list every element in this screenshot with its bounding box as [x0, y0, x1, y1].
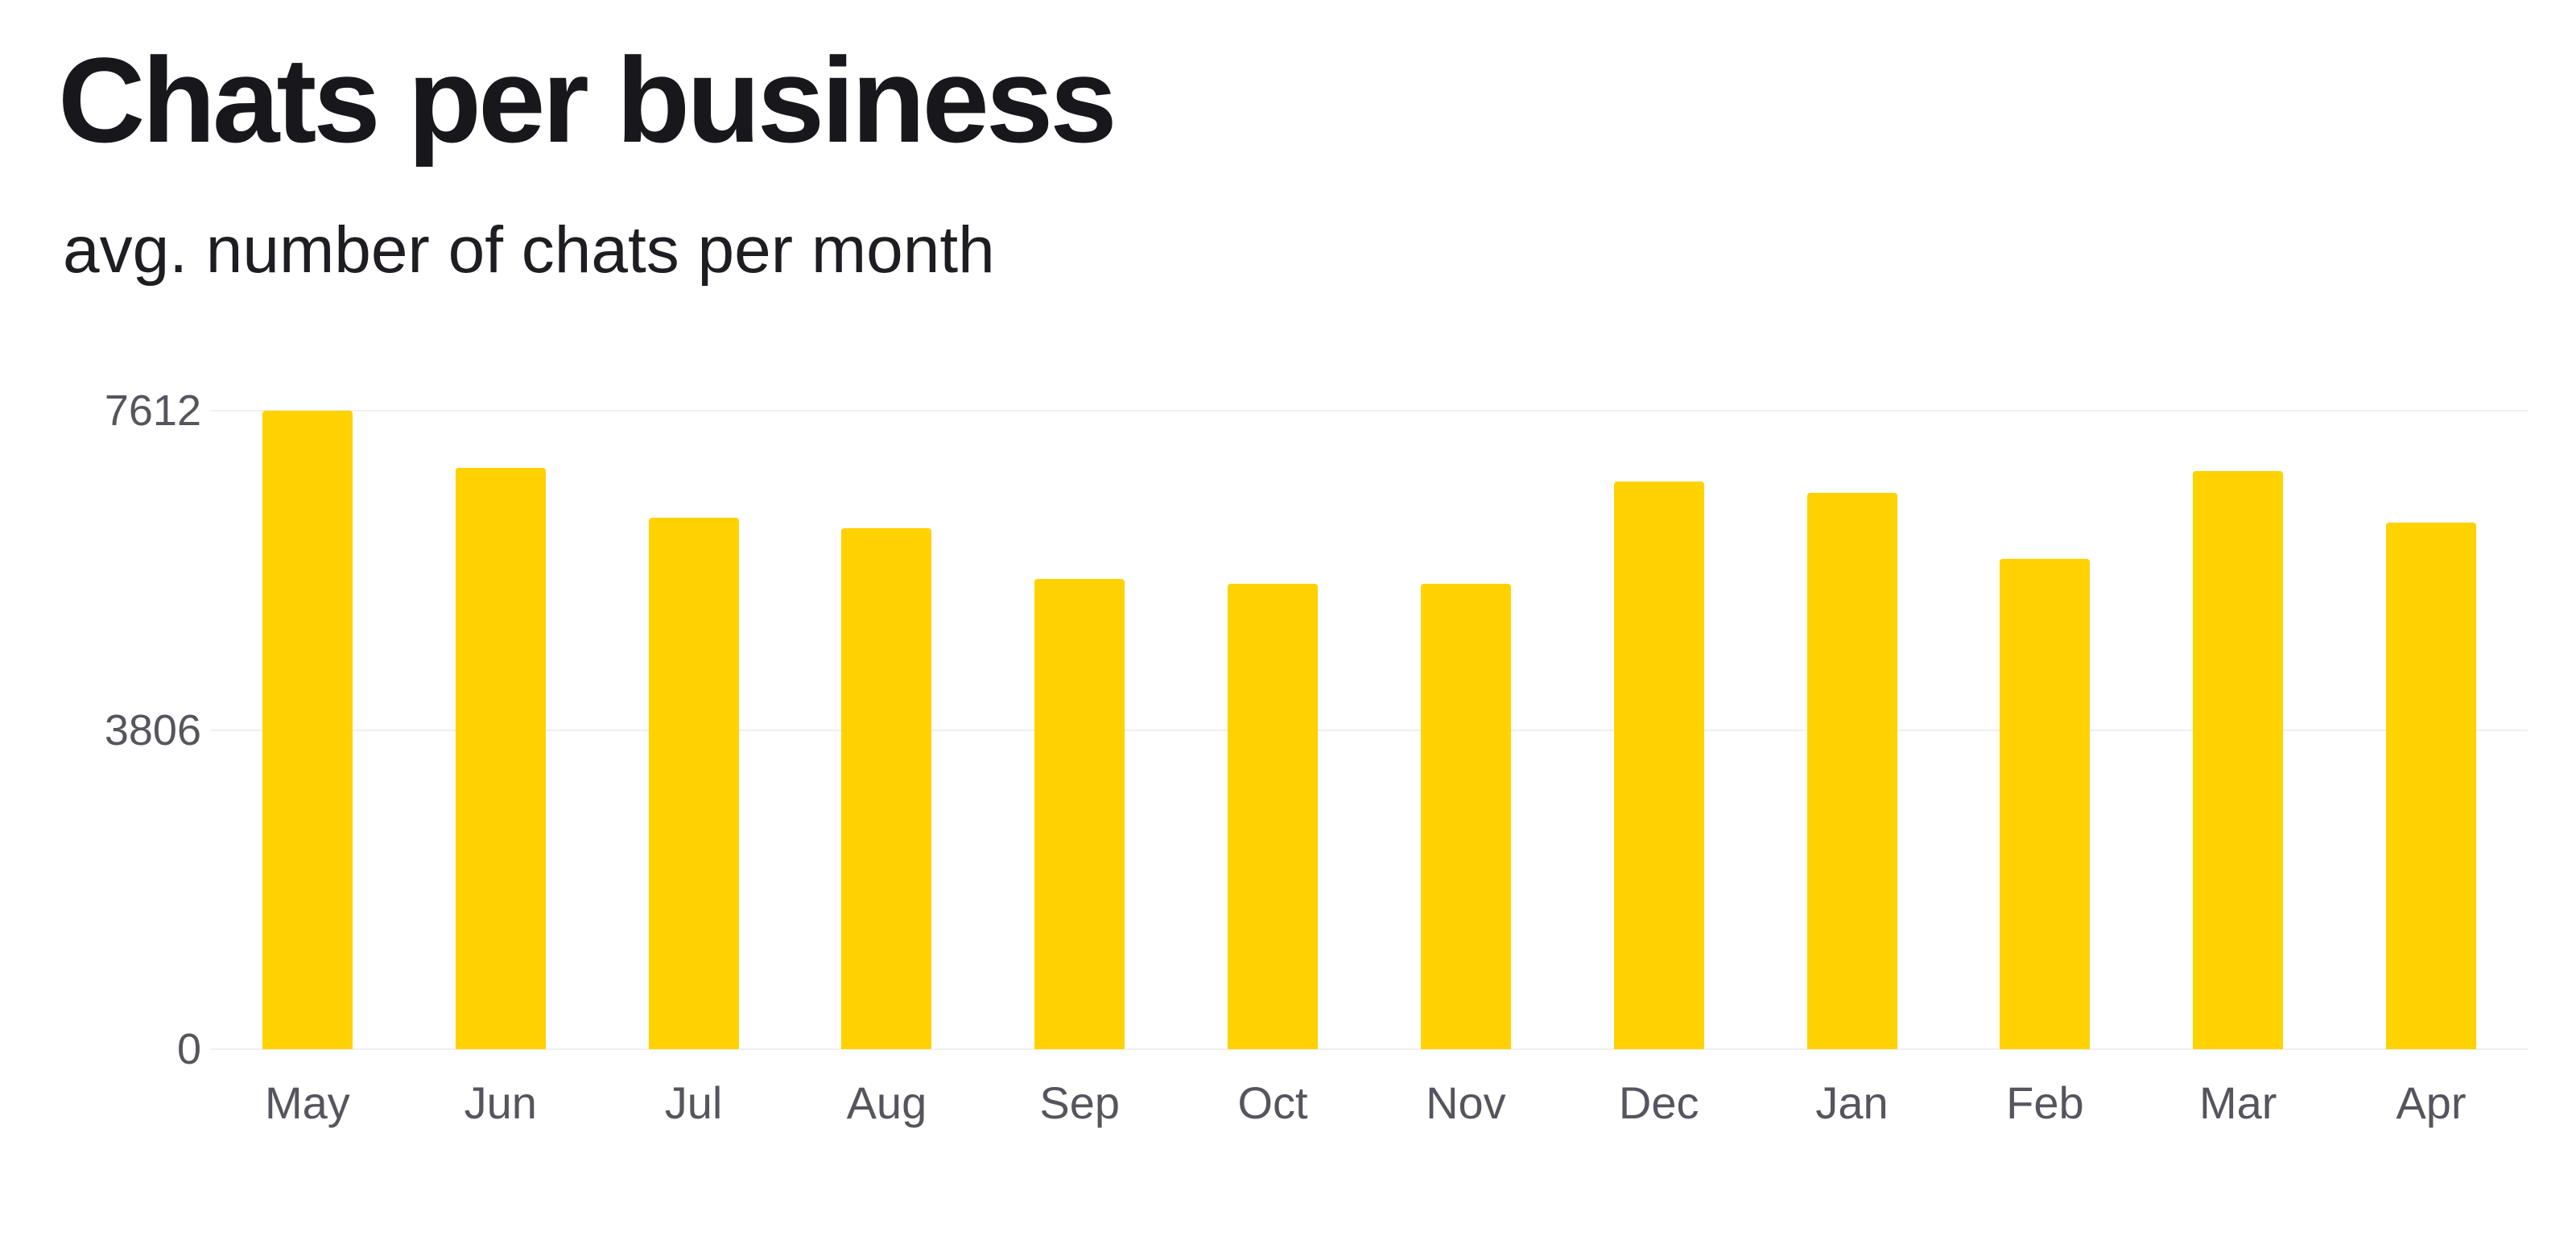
bar-column-jan — [1756, 411, 1949, 1049]
bar-dec — [1613, 481, 1704, 1049]
bar-column-aug — [790, 411, 983, 1049]
bar-jan — [1806, 493, 1897, 1049]
bar-jul — [648, 517, 739, 1049]
bar-column-feb — [1948, 411, 2141, 1049]
bar-column-nov — [1369, 411, 1563, 1049]
x-axis-label-dec: Dec — [1618, 1077, 1699, 1128]
x-axis-label-apr: Apr — [2396, 1077, 2467, 1128]
bar-column-mar — [2141, 411, 2334, 1049]
x-axis-label-jul: Jul — [664, 1077, 723, 1128]
gridline — [211, 1048, 2528, 1050]
bar-sep — [1034, 578, 1125, 1049]
bar-column-sep — [983, 411, 1176, 1049]
x-axis-label-jan: Jan — [1815, 1077, 1889, 1128]
bar-may — [262, 411, 353, 1049]
bar-feb — [2000, 558, 2091, 1049]
y-axis-tick-label: 7612 — [104, 386, 201, 435]
x-axis-label-nov: Nov — [1426, 1077, 1506, 1128]
y-axis-tick-label: 0 — [176, 1025, 201, 1073]
bar-jun — [455, 468, 546, 1049]
x-axis-label-aug: Aug — [846, 1077, 927, 1128]
x-axis-label-feb: Feb — [2006, 1077, 2084, 1128]
x-axis-label-jun: Jun — [464, 1077, 537, 1128]
chart-subtitle: avg. number of chats per month — [63, 213, 995, 287]
x-axis-label-sep: Sep — [1039, 1077, 1121, 1128]
bar-column-apr — [2334, 411, 2528, 1049]
gridline — [211, 410, 2528, 411]
bar-mar — [2193, 471, 2284, 1049]
bar-aug — [841, 528, 932, 1049]
bar-oct — [1228, 583, 1319, 1049]
bar-column-jun — [404, 411, 597, 1049]
bar-column-may — [211, 411, 404, 1049]
bar-nov — [1420, 583, 1511, 1049]
x-axis-label-mar: Mar — [2198, 1077, 2277, 1128]
x-axis-label-oct: Oct — [1237, 1077, 1308, 1128]
bar-column-oct — [1176, 411, 1369, 1049]
bar-apr — [2386, 522, 2477, 1049]
x-axis-label-may: May — [265, 1077, 350, 1128]
x-axis: May Jun Jul Aug Sep Oct Nov Dec Jan Feb Mar Apr — [211, 1077, 2528, 1129]
bars-container — [211, 411, 2528, 1049]
chart-title: Chats per business — [58, 32, 1117, 167]
y-axis-tick-label: 3806 — [104, 705, 201, 754]
bar-column-jul — [597, 411, 791, 1049]
bar-column-dec — [1563, 411, 1756, 1049]
gridline — [211, 729, 2528, 731]
plot-area — [211, 410, 2528, 1050]
y-axis: 7612 3806 0 — [0, 386, 201, 1073]
